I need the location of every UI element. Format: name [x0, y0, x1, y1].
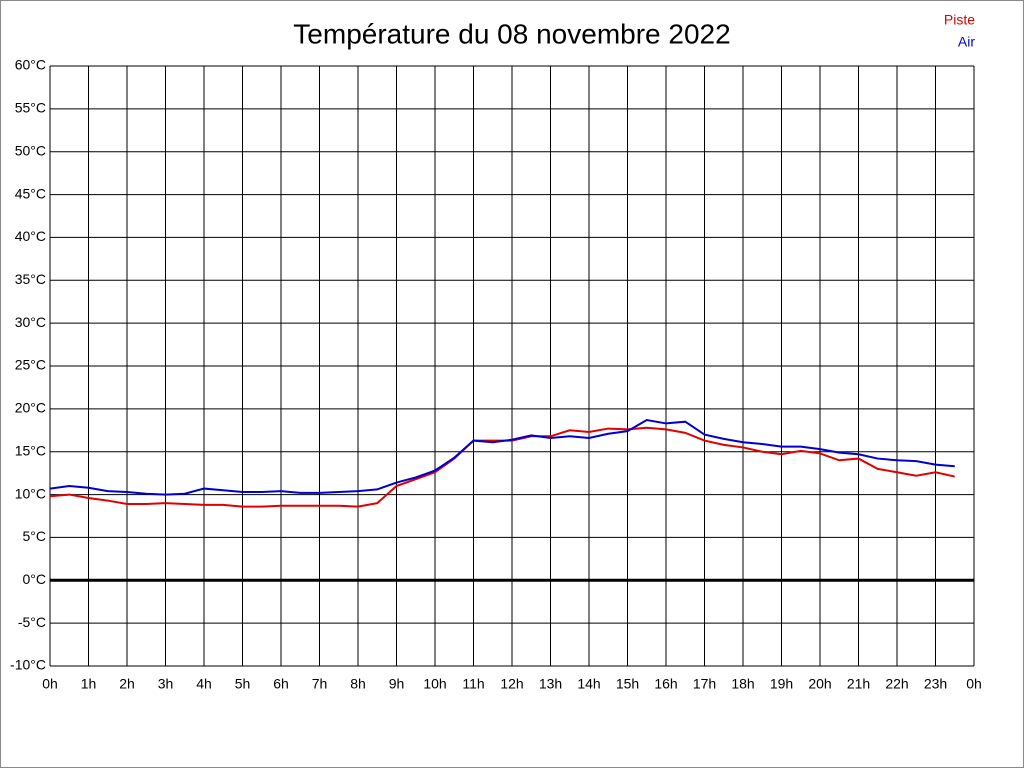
y-tick-label: -10°C	[10, 657, 46, 673]
y-tick-label: 50°C	[15, 142, 46, 158]
chart-title: Température du 08 novembre 2022	[293, 18, 730, 49]
y-tick-label: 30°C	[15, 314, 46, 330]
x-tick-label: 17h	[693, 676, 716, 692]
x-tick-label: 0h	[966, 676, 982, 692]
x-tick-label: 8h	[350, 676, 366, 692]
x-tick-label: 2h	[119, 676, 135, 692]
y-tick-label: 60°C	[15, 57, 46, 73]
x-tick-label: 23h	[924, 676, 947, 692]
x-tick-label: 10h	[423, 676, 446, 692]
x-tick-label: 4h	[196, 676, 212, 692]
y-tick-label: 15°C	[15, 442, 46, 458]
x-tick-label: 1h	[81, 676, 97, 692]
x-tick-label: 15h	[616, 676, 639, 692]
x-tick-label: 9h	[389, 676, 405, 692]
y-tick-label: 25°C	[15, 357, 46, 373]
y-tick-label: 5°C	[23, 528, 47, 544]
x-tick-label: 5h	[235, 676, 251, 692]
legend-entry: Air	[958, 34, 975, 50]
y-tick-label: 0°C	[23, 571, 47, 587]
x-tick-label: 6h	[273, 676, 289, 692]
data-line	[49, 418, 955, 496]
x-tick-label: 0h	[42, 676, 58, 692]
x-tick-label: 21h	[847, 676, 870, 692]
y-tick-label: -5°C	[18, 614, 46, 630]
x-tick-label: 14h	[577, 676, 600, 692]
x-tick-label: 16h	[654, 676, 677, 692]
y-tick-label: 35°C	[15, 271, 46, 287]
x-tick-label: 18h	[731, 676, 754, 692]
legend-entry: Piste	[944, 12, 975, 28]
x-tick-label: 11h	[462, 676, 484, 692]
x-tick-label: 13h	[539, 676, 562, 692]
x-tick-label: 22h	[885, 676, 908, 692]
x-tick-label: 12h	[500, 676, 523, 692]
y-tick-label: 20°C	[15, 400, 46, 416]
x-tick-label: 7h	[312, 676, 328, 692]
x-tick-label: 3h	[158, 676, 174, 692]
y-tick-label: 40°C	[15, 228, 46, 244]
y-tick-label: 55°C	[15, 100, 46, 116]
x-tick-label: 19h	[770, 676, 793, 692]
y-tick-label: 45°C	[15, 185, 46, 201]
x-tick-label: 20h	[808, 676, 831, 692]
y-tick-label: 10°C	[15, 485, 46, 501]
